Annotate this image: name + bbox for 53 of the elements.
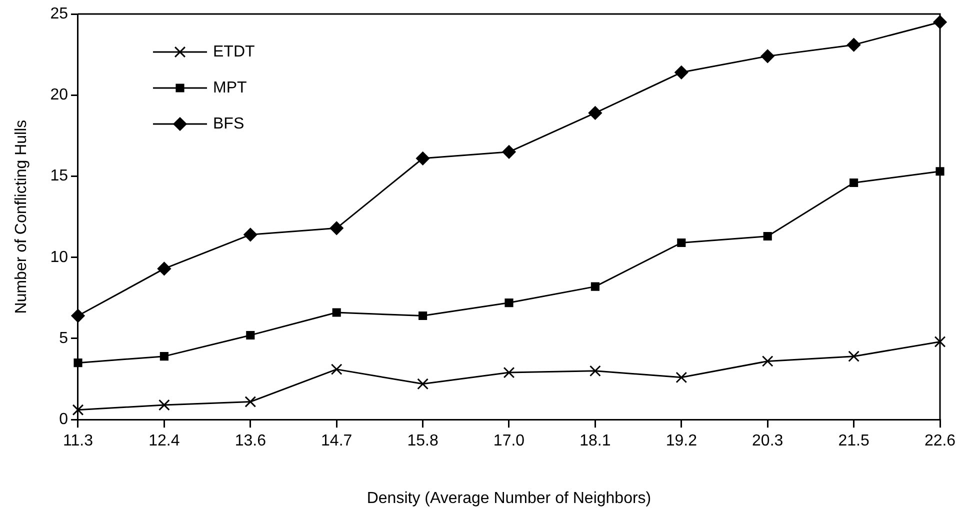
x-tick-label: 21.5 (838, 432, 870, 450)
point (676, 372, 688, 384)
point (418, 311, 428, 320)
point (158, 399, 170, 411)
point (762, 355, 774, 367)
point (157, 262, 171, 276)
legend-label: BFS (212, 115, 244, 132)
point (674, 66, 688, 80)
point (677, 238, 686, 248)
point (244, 396, 256, 408)
x-tick-label: 13.6 (234, 432, 266, 450)
x-tick-label: 14.7 (321, 432, 352, 450)
y-tick-label: 5 (59, 330, 68, 347)
point (246, 330, 255, 340)
x-tick-label: 19.2 (666, 432, 698, 450)
point (503, 366, 515, 378)
point (590, 282, 600, 291)
point (330, 221, 344, 235)
point (760, 49, 774, 63)
point (504, 298, 514, 308)
point (850, 178, 858, 188)
x-tick-label: 12.4 (148, 432, 180, 450)
x-tick-label: 11.3 (63, 432, 94, 450)
point (590, 365, 601, 377)
x-tick-label: 22.6 (924, 432, 956, 450)
legend-label: ETDT (212, 43, 255, 60)
point (417, 378, 428, 390)
y-tick-label: 25 (50, 5, 68, 22)
y-axis-title: Number of Conflicting Hulls (13, 120, 30, 314)
x-tick-label: 15.8 (407, 432, 438, 450)
y-tick-label: 0 (59, 411, 68, 428)
point (763, 232, 772, 241)
point (160, 352, 168, 361)
point (72, 404, 84, 416)
x-axis-title: Density (Average Number of Neighbors) (366, 490, 652, 507)
point (330, 364, 342, 376)
x-tick-label: 18.1 (580, 432, 611, 450)
point (416, 152, 430, 166)
legend-label: MPT (212, 79, 247, 96)
point (848, 350, 860, 362)
point (588, 106, 602, 120)
point (71, 309, 85, 323)
y-tick-label: 15 (50, 168, 68, 185)
point (244, 228, 258, 242)
y-tick-label: 10 (50, 248, 68, 266)
point (934, 336, 946, 348)
point (74, 358, 82, 368)
x-tick-label: 17.0 (493, 432, 525, 450)
x-tick-label: 20.3 (752, 432, 784, 450)
point (847, 38, 861, 52)
y-tick-label: 20 (50, 86, 68, 104)
point (502, 145, 516, 159)
point (332, 308, 341, 317)
